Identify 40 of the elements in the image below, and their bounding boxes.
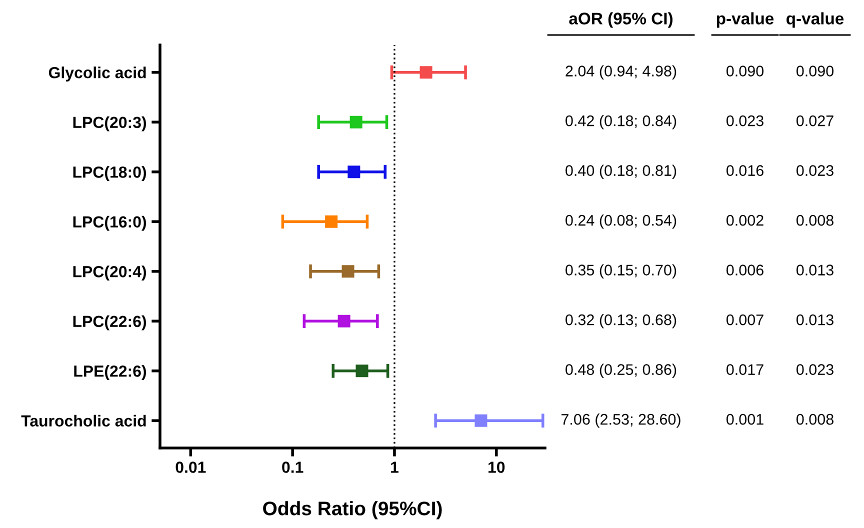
text: 0.013: [796, 314, 834, 326]
y-tick-label: LPC(16:0): [73, 216, 146, 231]
text: q-value: [786, 12, 844, 28]
data-label: 0.35 (0.15; 0.70): [566, 264, 676, 278]
text: aOR (95% CI): [569, 12, 672, 28]
text: 0.008: [796, 214, 834, 226]
x-tick-label: 0.1: [282, 462, 304, 473]
text: 0.027: [796, 115, 834, 126]
text: 0.017: [726, 364, 764, 375]
text: 0.002: [726, 214, 764, 226]
data-label: 2.04 (0.94; 4.98): [566, 65, 676, 80]
data-label: 0.42 (0.18; 0.84): [566, 114, 676, 130]
text: 0.090: [796, 66, 834, 76]
text: 0.016: [726, 165, 764, 176]
text: p-value: [716, 12, 774, 28]
y-tick-label: Taurocholic acid: [21, 414, 146, 427]
data-label: 0.32 (0.13; 0.68): [566, 314, 676, 328]
text: 0.007: [726, 314, 764, 326]
text: 0.006: [726, 264, 764, 276]
data-label: 0.40 (0.18; 0.81): [566, 164, 676, 179]
text: 0.001: [726, 414, 764, 425]
text: 0.008: [796, 414, 834, 425]
x-axis-title: Odds Ratio (95%CI): [263, 501, 442, 520]
data-label: 0.48 (0.25; 0.86): [566, 364, 676, 378]
data-label: 7.06 (2.53; 28.60): [561, 414, 680, 428]
text: 0.090: [726, 66, 764, 76]
text: 0.023: [796, 165, 834, 176]
text: 0.013: [796, 264, 834, 276]
y-tick-label: LPC(20:4): [73, 266, 146, 280]
x-tick-label: 1: [391, 462, 398, 473]
x-tick-label: 0.01: [176, 462, 206, 473]
x-tick-label: 10: [488, 462, 505, 473]
y-tick-label: LPE(22:6): [74, 365, 146, 380]
y-tick-label: Glycolic acid: [48, 66, 146, 82]
y-tick-label: LPC(22:6): [73, 315, 146, 330]
data-label: 0.24 (0.08; 0.54): [566, 214, 676, 229]
text: 0.023: [726, 115, 764, 126]
y-tick-label: LPC(20:3): [73, 116, 146, 132]
y-tick-label: LPC(18:0): [73, 166, 146, 181]
text: 0.023: [796, 364, 834, 375]
